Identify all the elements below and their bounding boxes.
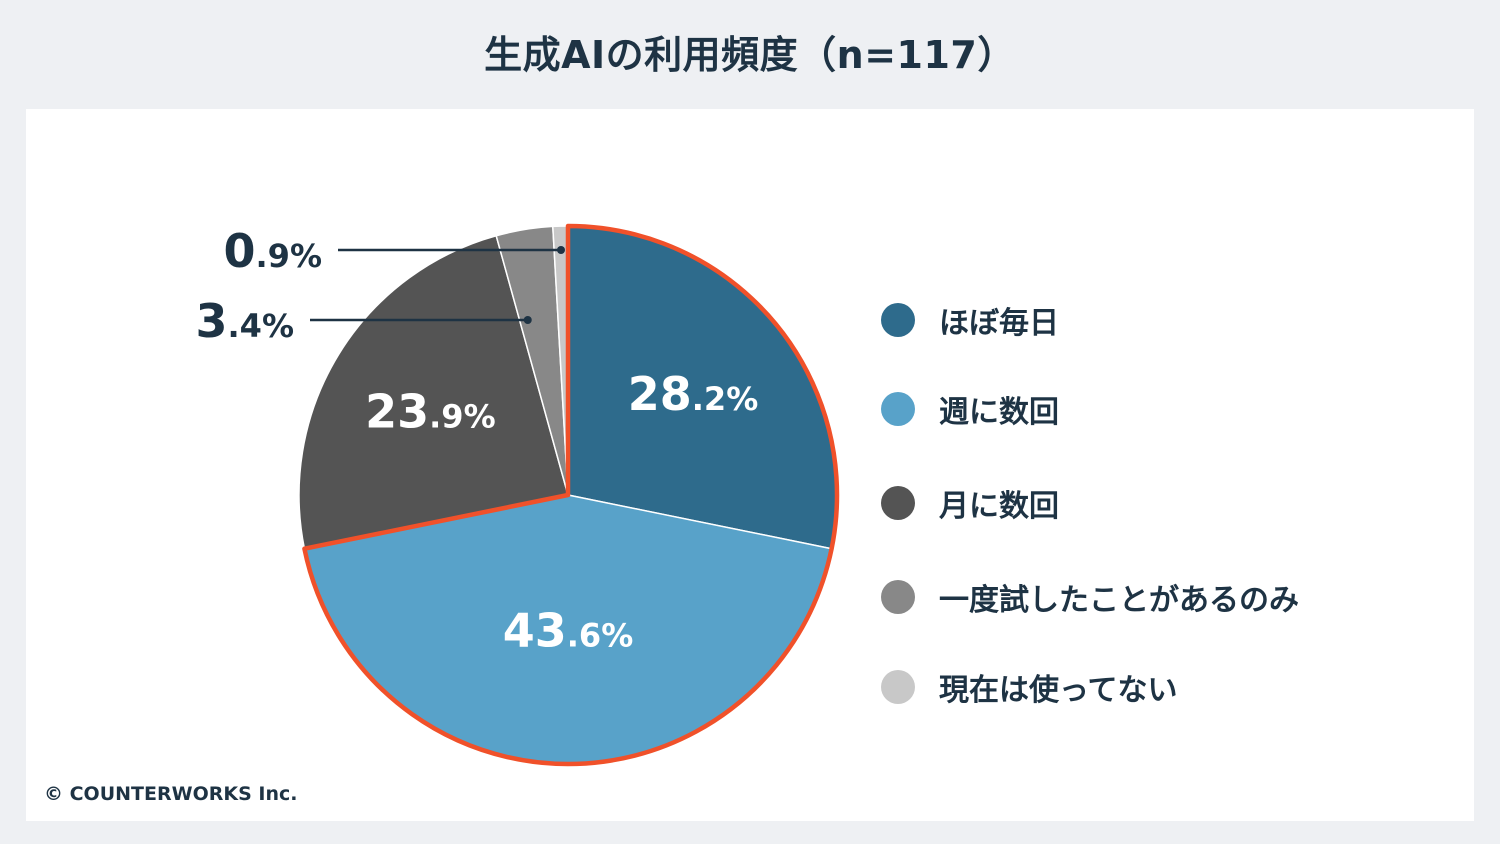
leader-dot-tried-once: [523, 316, 532, 324]
data-label-monthly: 23.9%: [365, 385, 496, 439]
chart-title: 生成AIの利用頻度（n=117）: [484, 33, 1016, 77]
data-label-weekly: 43.6%: [503, 604, 634, 658]
copyright: © COUNTERWORKS Inc.: [44, 783, 298, 805]
pie-slice-monthly: [298, 234, 569, 550]
leader-dot-not-using: [557, 246, 566, 254]
data-label-daily: 28.2%: [628, 367, 759, 421]
data-label-not-using: 0.9%: [224, 224, 323, 278]
highlight-outline: [302, 223, 840, 767]
data-label-tried-once: 3.4%: [196, 294, 295, 348]
